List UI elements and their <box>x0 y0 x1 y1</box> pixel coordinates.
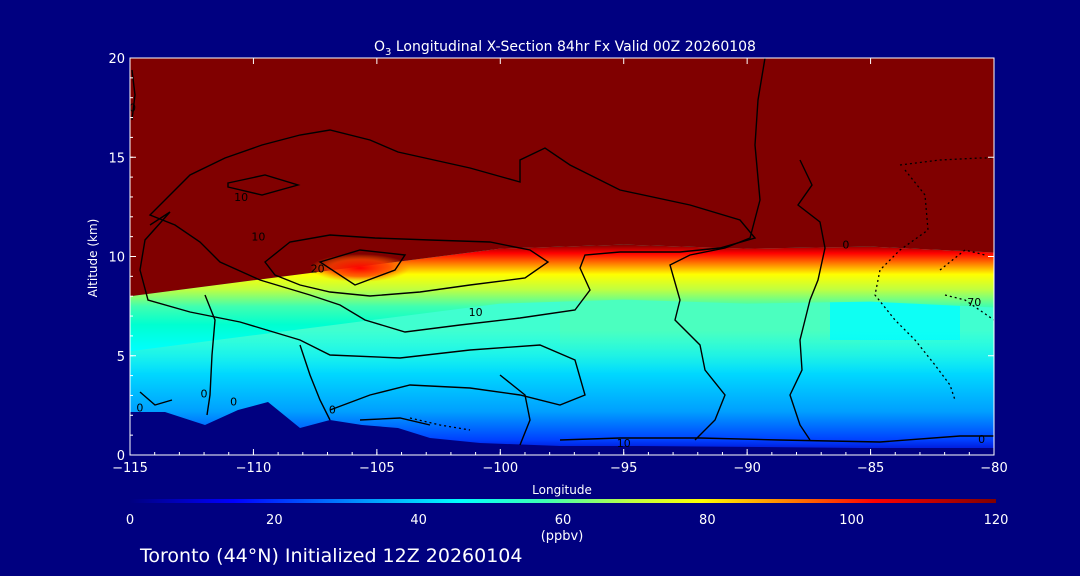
contour-label: 10 <box>469 306 483 319</box>
x-tick-label: −115 <box>112 461 148 476</box>
contour-lower-segment <box>359 417 431 426</box>
x-tick-label: −100 <box>482 461 518 476</box>
colorbar-tick-label: 80 <box>699 513 716 528</box>
contour-label: 0 <box>230 395 237 408</box>
contour-label: 0 <box>329 403 336 416</box>
x-tick-label: −80 <box>980 461 1007 476</box>
contour-10-south <box>499 374 531 446</box>
dotted-contour-70 <box>944 294 994 321</box>
x-tick-label: −85 <box>857 461 884 476</box>
contour-label: 0 <box>201 387 208 400</box>
contour-label: 10 <box>251 231 265 244</box>
contour-label: 70 <box>967 296 981 309</box>
colorbar-ticks: 0 20 40 60 80 100 120 <box>126 513 1009 528</box>
y-tick-label: 15 <box>108 151 125 166</box>
contour-label: 10 <box>234 191 248 204</box>
x-axis: −115 −110 −105 −100 −95 −90 −85 −80 <box>112 58 1008 476</box>
colorbar-tick-label: 0 <box>126 513 134 528</box>
contour-0-east <box>789 159 826 441</box>
contour-10-outer <box>148 129 757 333</box>
dotted-contours <box>409 157 994 431</box>
ozone-field: 10 10 20 10 0 70 0 0 0 0 10 0 0 <box>129 58 994 455</box>
x-axis-label: Longitude <box>532 483 592 497</box>
y-tick-label: 5 <box>117 350 125 365</box>
contour-lines <box>131 58 994 446</box>
contour-10-surface <box>559 435 994 443</box>
y-tick-label: 20 <box>108 52 125 67</box>
contour-0-west <box>204 294 216 416</box>
y-axis-label: Altitude (km) <box>86 219 100 298</box>
title-subscript: 3 <box>385 47 391 58</box>
y-tick-label: 0 <box>117 449 125 464</box>
chart-title: O3 Longitudinal X-Section 84hr Fx Valid … <box>374 39 756 58</box>
colorbar-unit: (ppbv) <box>541 529 584 544</box>
y-tick-label: 10 <box>108 251 125 266</box>
terrain <box>130 402 994 455</box>
colorbar-tick-label: 60 <box>555 513 572 528</box>
contour-label: 10 <box>617 437 631 450</box>
contour-10-lower <box>139 211 586 411</box>
x-tick-label: −105 <box>359 461 395 476</box>
dotted-contour-low <box>409 417 471 431</box>
ozone-hotspot <box>310 254 410 282</box>
dotted-contour-70-north <box>939 249 986 271</box>
dotted-contour-70-west <box>874 169 956 401</box>
title-prefix: O <box>374 39 385 55</box>
contour-20 <box>264 234 550 297</box>
x-tick-label: −110 <box>236 461 272 476</box>
colorbar-tick-label: 120 <box>984 513 1009 528</box>
contour-0-central <box>669 58 766 441</box>
contour-0-mid <box>299 344 331 421</box>
y-axis: 0 5 10 15 20 <box>108 52 994 464</box>
footer-text: Toronto (44°N) Initialized 12Z 20260104 <box>139 545 523 567</box>
contour-label: 0 <box>129 102 136 115</box>
colorbar-tick-label: 40 <box>410 513 427 528</box>
x-tick-label: −90 <box>733 461 760 476</box>
contour-label: 0 <box>136 401 143 414</box>
contour-labels: 10 10 20 10 0 70 0 0 0 0 10 0 0 <box>129 102 985 450</box>
dotted-contour-top <box>899 157 994 166</box>
contour-label: 0 <box>978 433 985 446</box>
x-tick-label: −95 <box>610 461 637 476</box>
colorbar-tick-label: 100 <box>839 513 864 528</box>
contour-10-inner <box>227 174 301 196</box>
title-rest: Longitudinal X-Section 84hr Fx Valid 00Z… <box>391 39 756 55</box>
contour-label: 0 <box>842 239 849 252</box>
contour-label: 20 <box>311 262 325 275</box>
colorbar-tick-label: 20 <box>266 513 283 528</box>
colorbar <box>130 499 996 503</box>
contour-0-edge <box>139 391 173 406</box>
contour-20-inner <box>318 249 407 286</box>
